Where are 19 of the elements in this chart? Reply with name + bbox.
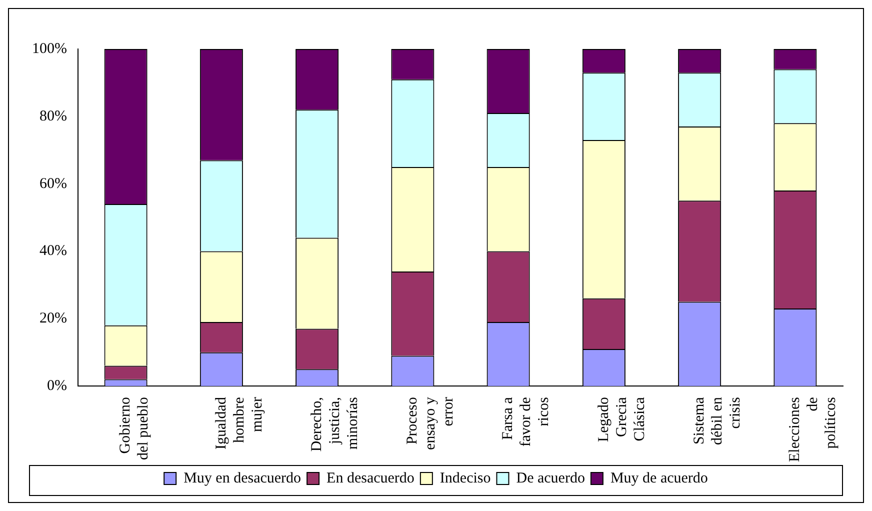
y-tick-label: 100% [32,40,67,57]
x-tick-label: Elecciones de políticos [787,396,840,462]
legend-label: Muy de acuerdo [610,470,708,486]
x-tick-label: Proceso ensayo y error [404,396,457,450]
legend-label: De acuerdo [516,470,585,486]
x-tick-label: Derecho, justicia, minorías [308,396,361,452]
x-tick-label: Igualdad hombre mujer [213,396,266,450]
y-tick-label: 60% [39,176,67,192]
y-tick-label: 20% [39,310,67,327]
x-tick-label: Gobierno del pueblo [118,397,152,460]
y-tick-label: 80% [39,108,67,124]
legend-label: En desacuerdo [326,470,414,486]
y-tick-label: 0% [46,378,67,394]
x-tick-label: Legado Grecia Clásica [596,396,648,442]
x-tick-label: Sistema débil en crisis [692,396,744,445]
x-tick-label: Farsa a favor de ricos [500,396,552,447]
y-tick-label: 40% [39,243,67,260]
legend-label: Indeciso [440,470,491,486]
legend-label: Muy en desacuerdo [184,470,302,486]
